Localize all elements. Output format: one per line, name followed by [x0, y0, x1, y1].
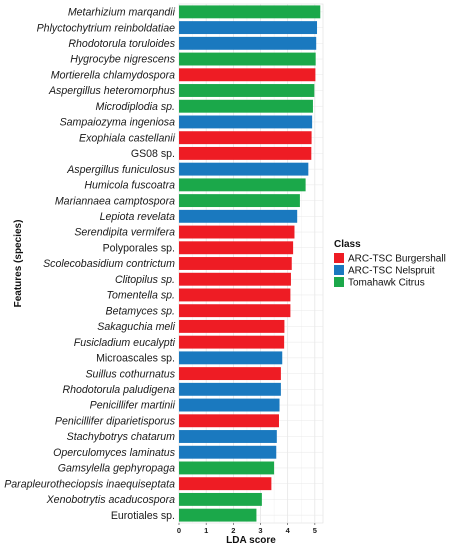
x-tick-labels: 0 1 2 3 4 5	[177, 523, 317, 535]
bar	[179, 209, 298, 223]
bar	[179, 272, 291, 286]
species-label: Penicillifer diparietisporus	[55, 415, 176, 427]
bar	[179, 492, 262, 506]
bar	[179, 477, 272, 491]
x-axis-title: LDA score	[226, 535, 276, 546]
bar	[179, 115, 313, 129]
species-label: Hygrocybe nigrescens	[70, 54, 176, 66]
bar	[179, 99, 313, 113]
species-label: Microdiplodia sp.	[96, 101, 176, 113]
bar	[179, 304, 291, 318]
bar	[179, 445, 277, 459]
x-tick-label: 2	[231, 526, 235, 535]
bar	[179, 178, 306, 192]
bar	[179, 382, 281, 396]
species-label: Tomentella sp.	[106, 290, 175, 302]
species-label: Parapleurotheciopsis inaequiseptata	[4, 478, 175, 490]
species-label: Mortierella chlamydospora	[51, 69, 175, 81]
species-label: Sampaiozyma ingeniosa	[60, 117, 176, 129]
bar	[179, 162, 309, 176]
legend-title: Class	[334, 239, 361, 250]
bar	[179, 288, 291, 302]
bar	[179, 5, 321, 19]
species-label: Sakaguchia meli	[97, 321, 175, 333]
legend-swatch	[334, 277, 344, 287]
legend-label: Tomahawk Citrus	[348, 278, 425, 289]
bar	[179, 84, 315, 97]
species-label: Lepiota revelata	[100, 211, 175, 223]
legend-swatch	[334, 253, 344, 263]
species-label: Betamyces sp.	[106, 305, 175, 317]
x-tick-label: 3	[258, 526, 262, 535]
species-label: Gamsylella gephyropaga	[58, 463, 175, 475]
x-tick-label: 5	[313, 526, 317, 535]
bar	[179, 319, 285, 333]
species-label: Aspergillus funiculosus	[66, 164, 175, 176]
species-label: Humicola fuscoatra	[84, 180, 175, 192]
species-label: Exophiala castellanii	[79, 132, 176, 144]
bar	[179, 131, 312, 145]
species-label: Scolecobasidium contrictum	[43, 258, 175, 270]
species-label: Phlyctochytrium reinboldatiae	[37, 22, 175, 34]
species-label: Polyporales sp.	[103, 242, 175, 254]
bar	[179, 241, 294, 255]
bar	[179, 335, 285, 349]
bar	[179, 21, 318, 35]
bar	[179, 430, 277, 443]
species-label: Fusicladium eucalypti	[74, 337, 176, 349]
species-label: Rhodotorula toruloides	[68, 38, 175, 50]
x-tick-label: 4	[286, 526, 291, 535]
bar	[179, 225, 295, 239]
species-label: Eurotiales sp.	[111, 510, 175, 522]
x-tick-label: 0	[177, 526, 181, 535]
species-label: Operculomyces laminatus	[53, 447, 176, 459]
legend-label: ARC-TSC Nelspruit	[348, 266, 435, 277]
y-axis-title: Features (species)	[13, 220, 24, 308]
bar	[179, 367, 281, 381]
bar	[179, 414, 279, 428]
y-tick-labels: Metarhizium marqandii Phlyctochytrium rei…	[4, 7, 175, 522]
species-label: Stachybotrys chatarum	[67, 431, 176, 443]
species-label: Microascales sp.	[96, 353, 175, 365]
bar	[179, 194, 300, 208]
species-label: Penicillifer martinii	[90, 400, 176, 412]
species-label: Mariannaea camptospora	[55, 195, 175, 207]
bar	[179, 351, 283, 365]
bar	[179, 68, 316, 82]
bar	[179, 461, 275, 475]
species-label: Serendipita vermifera	[74, 227, 175, 239]
bar	[179, 257, 292, 270]
legend-swatch	[334, 265, 344, 275]
bar	[179, 52, 316, 66]
species-label: GS08 sp.	[131, 148, 175, 160]
species-label: Metarhizium marqandii	[68, 7, 176, 19]
bar	[179, 508, 257, 522]
species-label: Rhodotorula paludigena	[62, 384, 175, 396]
species-label: Suillus cothurnatus	[85, 368, 175, 380]
legend-label: ARC-TSC Burgershall	[348, 254, 446, 265]
bar	[179, 146, 312, 160]
species-label: Aspergillus heteromorphus	[48, 85, 176, 97]
bar	[179, 36, 317, 50]
species-label: Xenobotrytis acaducospora	[46, 494, 175, 506]
bar	[179, 398, 280, 412]
x-tick-label: 1	[204, 526, 208, 535]
bars	[179, 5, 321, 522]
species-label: Clitopilus sp.	[115, 274, 175, 286]
